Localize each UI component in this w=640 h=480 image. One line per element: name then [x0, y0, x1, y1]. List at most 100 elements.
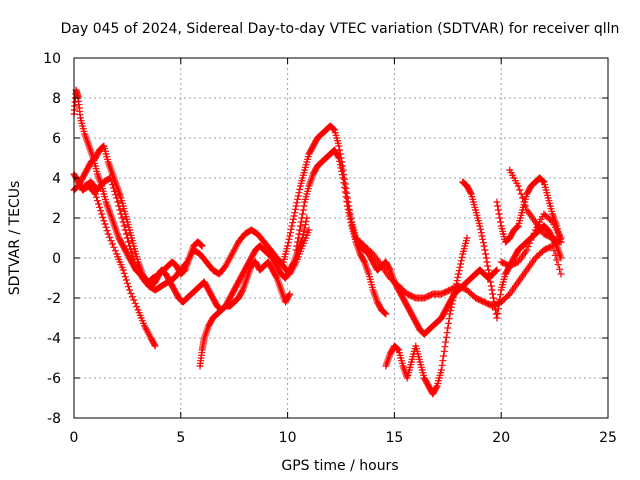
data-point: [380, 309, 388, 317]
data-point: [539, 177, 547, 185]
data-point: [553, 256, 561, 264]
data-point: [342, 193, 350, 201]
data-point: [289, 219, 297, 227]
data-point: [343, 197, 351, 205]
y-tick-label: 6: [52, 131, 61, 147]
data-point: [454, 270, 462, 278]
data-point: [123, 234, 131, 242]
data-point: [489, 294, 497, 302]
data-point: [519, 194, 527, 202]
data-point: [272, 273, 280, 281]
data-point: [150, 341, 158, 349]
data-point: [103, 227, 111, 235]
data-point: [284, 239, 292, 247]
data-point: [432, 383, 440, 391]
x-tick-label: 25: [599, 430, 617, 446]
data-point: [381, 309, 389, 317]
data-point: [547, 243, 555, 251]
data-point: [119, 266, 127, 274]
data-point: [341, 188, 349, 196]
data-point: [345, 209, 353, 217]
data-point: [329, 125, 337, 133]
data-point: [126, 286, 134, 294]
data-point: [104, 230, 112, 238]
data-point: [95, 200, 103, 208]
data-point: [98, 210, 106, 218]
data-point: [296, 185, 304, 193]
data-point: [492, 310, 500, 318]
data-point: [484, 262, 492, 270]
data-point: [122, 230, 130, 238]
data-point: [463, 234, 471, 242]
series-track-7: [292, 146, 390, 318]
data-point: [121, 273, 129, 281]
data-point: [341, 183, 349, 191]
data-point: [489, 290, 497, 298]
data-point: [445, 319, 453, 327]
data-point: [458, 253, 466, 261]
data-point: [450, 290, 458, 298]
data-point: [133, 303, 141, 311]
data-point: [111, 247, 119, 255]
data-point: [527, 236, 535, 244]
data-point: [287, 225, 295, 233]
data-point: [118, 214, 126, 222]
data-point: [557, 254, 565, 262]
data-point: [130, 255, 138, 263]
data-point: [476, 222, 484, 230]
data-point: [294, 195, 302, 203]
data-point: [496, 291, 504, 299]
data-point: [121, 226, 129, 234]
series-track-10: [459, 178, 565, 322]
data-point: [128, 249, 136, 257]
data-point: [100, 217, 108, 225]
data-point: [294, 192, 302, 200]
data-point: [92, 193, 100, 201]
data-point: [111, 187, 119, 195]
data-points: [70, 86, 565, 398]
data-point: [114, 198, 122, 206]
data-point: [495, 300, 503, 308]
data-point: [440, 352, 448, 360]
data-point: [530, 229, 538, 237]
x-tick-label: 5: [176, 430, 185, 446]
data-point: [488, 286, 496, 294]
data-point: [347, 219, 355, 227]
data-point: [286, 232, 294, 240]
data-point: [447, 307, 455, 315]
data-point: [493, 266, 501, 274]
data-point: [126, 242, 134, 250]
data-point: [300, 227, 308, 235]
data-point: [494, 202, 502, 210]
data-point: [101, 220, 109, 228]
data-point: [129, 252, 137, 260]
data-point: [482, 254, 490, 262]
data-point: [127, 245, 135, 253]
data-point: [557, 270, 565, 278]
series-track-5: [196, 258, 294, 370]
data-point: [293, 199, 301, 207]
y-tick-label: 2: [52, 211, 61, 227]
data-point: [454, 273, 462, 281]
data-point: [495, 210, 503, 218]
data-point: [106, 174, 114, 182]
data-point: [291, 205, 299, 213]
data-point: [102, 223, 110, 231]
axis-ticks: 0 5 10 15 20 25 -8 -6 -4 -2 0 2 4 6 8 10: [43, 51, 617, 446]
series-track-8: [382, 234, 471, 398]
data-point: [453, 277, 461, 285]
x-tick-label: 10: [279, 430, 297, 446]
data-point: [496, 218, 504, 226]
data-point: [290, 212, 298, 220]
data-point: [127, 289, 135, 297]
data-point: [494, 206, 502, 214]
y-tick-label: 4: [52, 171, 61, 187]
data-point: [513, 223, 521, 231]
data-point: [335, 154, 343, 162]
data-point: [493, 314, 501, 322]
data-point: [330, 125, 338, 133]
x-tick-label: 0: [70, 430, 79, 446]
data-point: [120, 222, 128, 230]
data-point: [492, 267, 500, 275]
data-point: [299, 206, 307, 214]
